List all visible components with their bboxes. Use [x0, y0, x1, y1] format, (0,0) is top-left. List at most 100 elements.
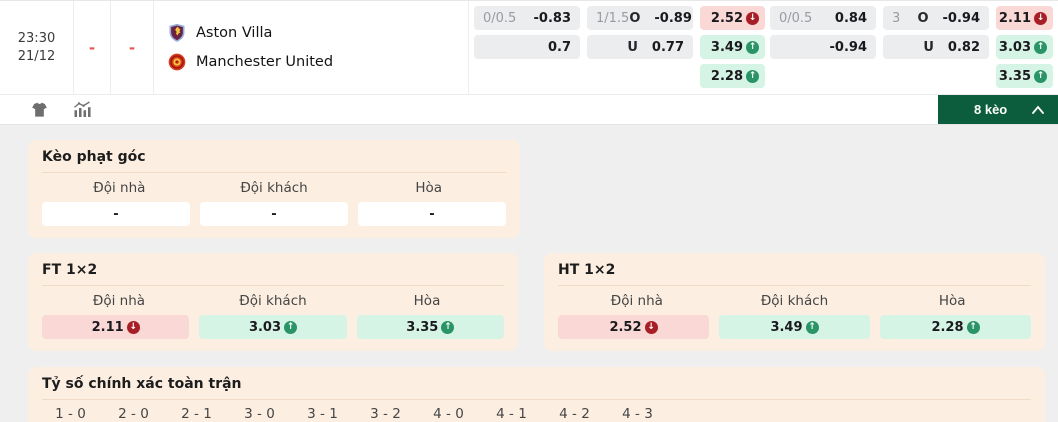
corner-odds-panel: Kèo phạt góc Đội nhà Đội khách Hòa --- [28, 140, 520, 238]
score-column: 3 - 021↓47↑ [231, 405, 288, 422]
ht-headers: Đội nhà Đội khách Hòa [558, 293, 1031, 309]
odds-value-cell[interactable]: 2.52 ↓ [558, 315, 709, 339]
odds-group-2: 0/0.5 0.84 3 O -0.94 2.11 ↓ -0.94 U 0.82 3.03 ↑ 3.35… [770, 6, 1053, 88]
score-grid: 1 - 08↑10.5↑ 2 - 010.518↑ 2 - 17.210 3 - 02… [42, 405, 1031, 422]
score-label: 2 - 1 [181, 406, 212, 422]
odds-count-label: 8 kèo [974, 102, 1008, 117]
column-header: Đội nhà [92, 293, 146, 309]
score-column: 4 - 059↓154 [420, 405, 477, 422]
odds-line-cell[interactable]: 0.7 [474, 35, 580, 59]
odds-group-1: 0/0.5 -0.83 1/1.5 O -0.89 2.52 ↓ 0.7 U 0.77 3.49 ↑ 2… [474, 6, 765, 88]
kickoff-time: 23:30 [17, 31, 56, 46]
ft-headers: Đội nhà Đội khách Hòa [42, 293, 504, 309]
score-label: 1 - 1 [737, 419, 794, 422]
trend-down-icon: ↓ [126, 320, 140, 334]
odds-line-cell[interactable]: -0.94 [770, 35, 876, 59]
odds-value-cell[interactable]: 3.35 ↑ [996, 64, 1053, 88]
odds-line-cell[interactable]: 3 O -0.94 [883, 6, 989, 30]
score-main-columns: 1 - 08↑10.5↑ 2 - 010.518↑ 2 - 17.210 3 - 02… [42, 405, 666, 422]
ht-cells: 2.52 ↓ 3.49 ↑ 2.28 ↑ [558, 315, 1031, 339]
correct-score-panel: Tỷ số chính xác toàn trận 1 - 08↑10.5↑ 2 … [28, 367, 1045, 422]
column-header: Đội khách [240, 180, 308, 196]
score-label: AOS [989, 419, 1046, 422]
odds-value-cell[interactable]: 2.11 ↓ [42, 315, 190, 339]
away-score: - [128, 38, 136, 57]
match-date: 21/12 [17, 49, 56, 64]
home-score: - [88, 38, 96, 57]
score-label: 2 - 0 [118, 406, 149, 422]
chevron-up-icon [1032, 105, 1044, 114]
odds-value-cell[interactable]: 3.49 ↑ [719, 315, 870, 339]
trend-up-icon: ↑ [746, 40, 759, 54]
trend-down-icon: ↓ [1034, 11, 1047, 25]
column-header: Đội nhà [610, 293, 663, 309]
odds-value-cell[interactable]: - [42, 202, 190, 226]
odds-sections: Kèo phạt góc Đội nhà Đội khách Hòa --- FT … [0, 125, 1058, 422]
corner-headers: Đội nhà Đội khách Hòa [42, 180, 506, 196]
panel-title: Tỷ số chính xác toàn trận [42, 376, 1031, 400]
trend-up-icon: ↑ [966, 320, 980, 334]
score-draw-column: AOS24 [989, 419, 1046, 422]
score-label: 3 - 2 [370, 406, 401, 422]
ft-1x2-panel: FT 1×2 Đội nhà Đội khách Hòa 2.11 ↓ 3.03 ↑ 3.3… [28, 253, 518, 351]
odds-value-cell[interactable]: 2.28 ↑ [880, 315, 1031, 339]
stats-icon[interactable] [73, 101, 91, 118]
score-label: 3 - 1 [307, 406, 338, 422]
odds-line-cell[interactable]: U 0.77 [587, 35, 693, 59]
score-column: 2 - 17.210 [168, 405, 225, 422]
score-draw-column: 4 - 4249 [926, 419, 983, 422]
score-label: 4 - 0 [433, 406, 464, 422]
column-header: Đội nhà [93, 180, 146, 196]
score-column: 1 - 08↑10.5↑ [42, 405, 99, 422]
score-draw-column: 2 - 211.5 [800, 419, 857, 422]
odds-line-cell[interactable]: U 0.82 [883, 35, 989, 59]
score-draw-column: 0 - 013↑ [674, 419, 731, 422]
odds-value-cell[interactable]: 3.35 ↑ [356, 315, 504, 339]
score-label: 1 - 0 [55, 406, 86, 422]
score-draw-column: 1 - 15.6↑ [737, 419, 794, 422]
score-column: 4 - 141↓89↓ [483, 405, 540, 422]
column-header: Hòa [938, 293, 966, 309]
score-column: 2 - 010.518↑ [105, 405, 162, 422]
score-label: 3 - 3 [863, 419, 920, 422]
trend-up-icon: ↑ [441, 320, 455, 334]
score-column: 4 - 3124↓174↓ [609, 405, 666, 422]
odds-value-cell[interactable]: 2.28 ↑ [700, 64, 765, 88]
score-label: 4 - 1 [496, 406, 527, 422]
score-column: 3 - 221↓31↓ [357, 405, 414, 422]
away-team-name: Manchester United [196, 54, 334, 70]
column-header: Đội khách [760, 293, 829, 309]
odds-line-cell[interactable]: 0/0.5 0.84 [770, 6, 876, 30]
ft-cells: 2.11 ↓ 3.03 ↑ 3.35 ↑ [42, 315, 504, 339]
odds-line-cell[interactable]: 1/1.5 O -0.89 [587, 6, 693, 30]
home-team[interactable]: Aston Villa [167, 23, 468, 43]
trend-up-icon: ↑ [1034, 40, 1047, 54]
odds-line-cell[interactable]: 0/0.5 -0.83 [474, 6, 580, 30]
odds-count-button[interactable]: 8 kèo [938, 95, 1058, 124]
column-header: Hòa [415, 180, 443, 196]
jersey-icon[interactable] [31, 102, 49, 118]
trend-down-icon: ↓ [644, 320, 658, 334]
score-label: 4 - 4 [926, 419, 983, 422]
score-home-column: - [74, 1, 111, 94]
odds-value-cell[interactable]: 3.49 ↑ [700, 35, 765, 59]
score-draw-column: 3 - 354↓ [863, 419, 920, 422]
away-team[interactable]: Manchester United [167, 52, 468, 72]
odds-value-cell[interactable]: 3.03 ↑ [199, 315, 347, 339]
odds-value-cell[interactable]: 2.11 ↓ [996, 6, 1053, 30]
panel-title: Kèo phạt góc [42, 149, 506, 173]
odds-value-cell[interactable]: 2.52 ↓ [700, 6, 765, 30]
score-label: 4 - 2 [559, 406, 590, 422]
score-label: 0 - 0 [674, 419, 731, 422]
ht-1x2-panel: HT 1×2 Đội nhà Đội khách Hòa 2.52 ↓ 3.49 ↑ 2.2… [544, 253, 1045, 351]
score-draw-columns: 0 - 013↑ 1 - 15.6↑ 2 - 211.5 3 - 354↓ 4 - 42… [674, 419, 1046, 422]
odds-value-cell[interactable]: - [200, 202, 348, 226]
trend-up-icon: ↑ [805, 320, 819, 334]
home-team-name: Aston Villa [196, 25, 273, 41]
teams-column: Aston Villa Manchester United [154, 1, 469, 94]
aston-villa-crest-icon [169, 23, 185, 42]
odds-value-cell[interactable]: 3.03 ↑ [996, 35, 1053, 59]
column-header: Đội khách [239, 293, 307, 309]
odds-value-cell[interactable]: - [358, 202, 506, 226]
